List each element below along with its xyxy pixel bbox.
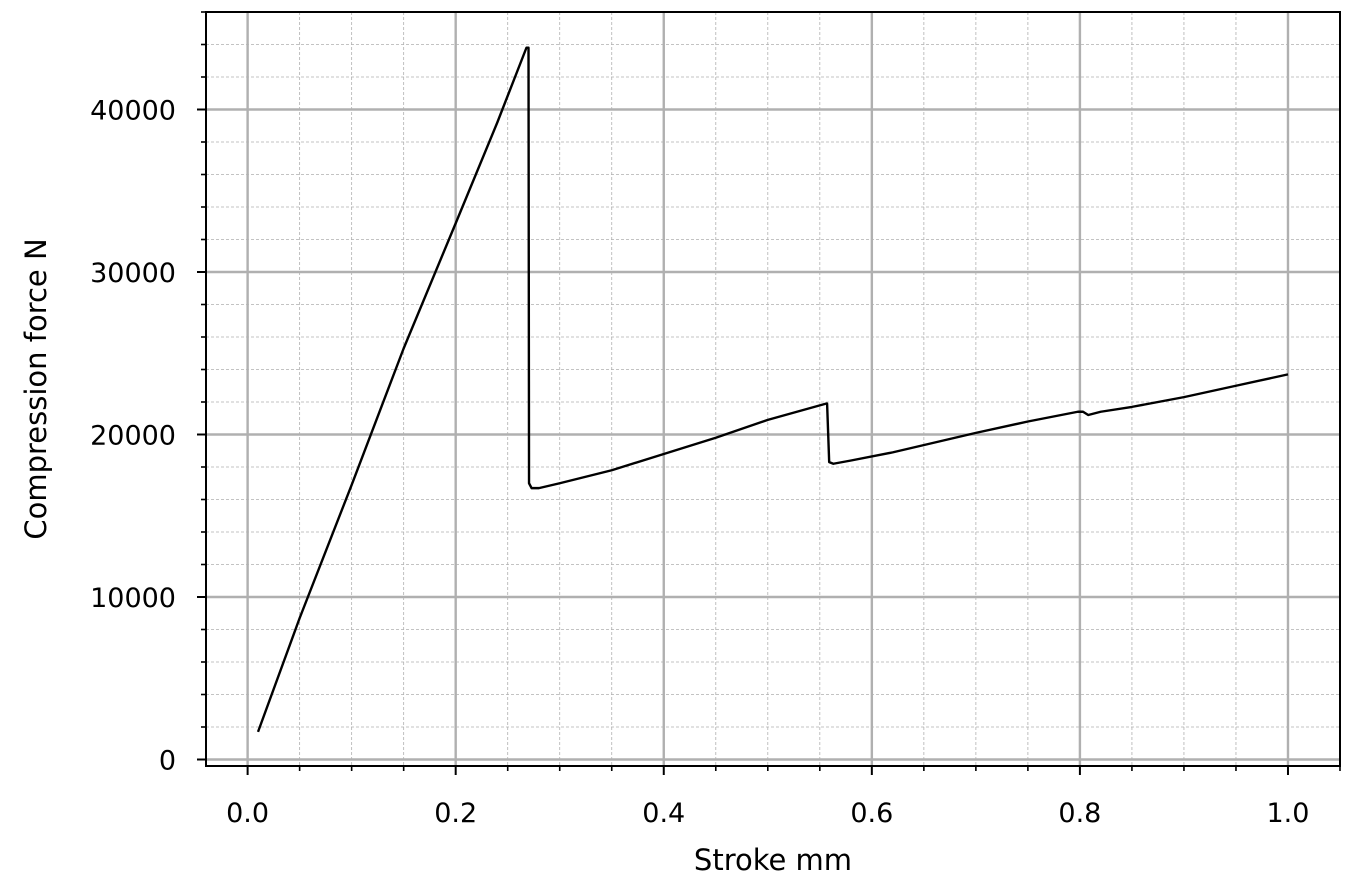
x-tick-label: 0.2	[434, 798, 477, 829]
data-layer	[256, 46, 1289, 733]
x-tick-label: 0.6	[850, 798, 893, 829]
x-tick-label: 0.0	[226, 798, 269, 829]
minor-grid	[206, 11, 1341, 766]
y-tick-label: 40000	[90, 96, 176, 127]
y-tick-labels: 0 10000 20000 30000 40000	[90, 96, 176, 777]
x-tick-label: 0.4	[642, 798, 685, 829]
y-tick-label: 30000	[90, 258, 176, 289]
axis-ticks	[197, 11, 1341, 775]
major-grid	[206, 12, 1340, 766]
y-axis-label: Compression force N	[19, 238, 53, 539]
x-tick-label: 1.0	[1267, 798, 1310, 829]
y-tick-label: 10000	[90, 583, 176, 614]
y-tick-label: 20000	[90, 421, 176, 452]
x-tick-labels: 0.0 0.2 0.4 0.6 0.8 1.0	[226, 798, 1309, 829]
series-line	[256, 46, 1289, 733]
x-axis-label: Stroke mm	[694, 843, 852, 877]
plot-frame	[205, 11, 1341, 767]
x-tick-label: 0.8	[1058, 798, 1101, 829]
y-tick-label: 0	[159, 746, 176, 777]
